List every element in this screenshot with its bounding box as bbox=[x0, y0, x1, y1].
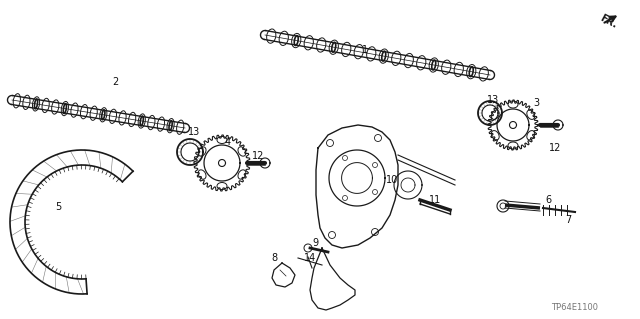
Text: 4: 4 bbox=[225, 137, 231, 147]
Text: 12: 12 bbox=[252, 151, 264, 161]
Text: 2: 2 bbox=[112, 77, 118, 87]
Text: 10: 10 bbox=[386, 175, 398, 185]
Text: TP64E1100: TP64E1100 bbox=[552, 302, 598, 311]
Text: 6: 6 bbox=[545, 195, 551, 205]
Text: 5: 5 bbox=[55, 202, 61, 212]
Text: 11: 11 bbox=[429, 195, 441, 205]
Text: FR.: FR. bbox=[598, 13, 619, 31]
Text: 7: 7 bbox=[565, 215, 571, 225]
Text: 9: 9 bbox=[312, 238, 318, 248]
Text: 1: 1 bbox=[362, 45, 368, 55]
Text: 13: 13 bbox=[487, 95, 499, 105]
Text: 3: 3 bbox=[533, 98, 539, 108]
Text: 13: 13 bbox=[188, 127, 200, 137]
Text: 8: 8 bbox=[271, 253, 277, 263]
Text: 12: 12 bbox=[549, 143, 561, 153]
Text: 14: 14 bbox=[304, 253, 316, 263]
